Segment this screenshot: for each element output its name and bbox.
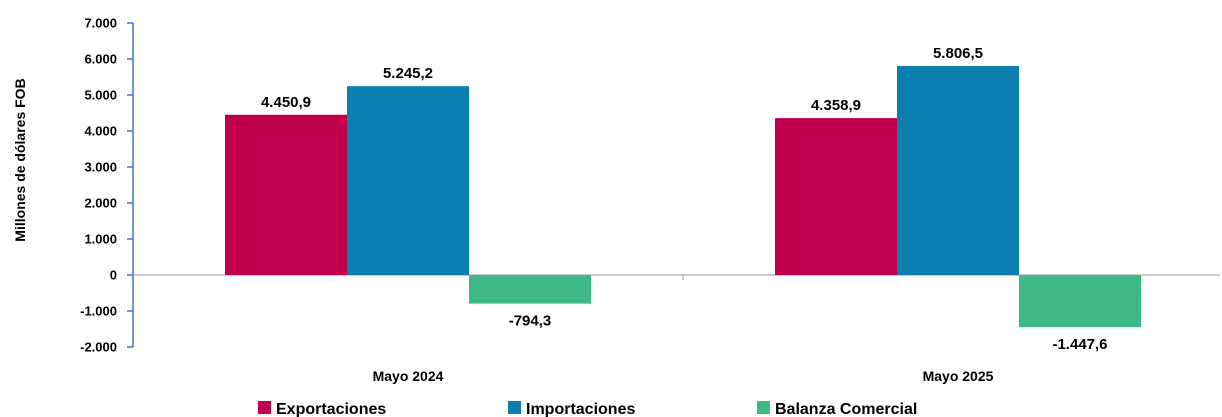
- data-label: 5.806,5: [933, 45, 983, 62]
- data-label: 4.358,9: [811, 97, 861, 114]
- y-tick-label: 7.000: [84, 16, 117, 31]
- legend-label: Importaciones: [526, 401, 635, 417]
- data-labels: 4.450,9 5.245,2 -794,3 4.358,9 5.806,5 -1.447…: [261, 45, 1108, 353]
- data-label: -794,3: [509, 313, 552, 330]
- x-category-label: Mayo 2025: [923, 368, 994, 384]
- data-label: 4.450,9: [261, 94, 311, 111]
- bar-balanza-comercial: [1019, 275, 1141, 328]
- legend-swatch: [757, 401, 770, 414]
- y-tick-label: 1.000: [84, 232, 117, 247]
- y-tick-label: 0: [110, 268, 117, 283]
- bar-exportaciones: [225, 114, 347, 275]
- y-tick-label: 5.000: [84, 88, 117, 103]
- y-tick-label: 6.000: [84, 52, 117, 67]
- bar-balanza-comercial: [469, 275, 591, 304]
- y-tick-label: 3.000: [84, 160, 117, 175]
- data-label: -1.447,6: [1052, 336, 1107, 353]
- bars: [225, 65, 1141, 328]
- legend-label: Exportaciones: [276, 401, 386, 417]
- y-tick-label: -2.000: [80, 340, 117, 355]
- y-tick-label: -1.000: [80, 304, 117, 319]
- bar-importaciones: [897, 65, 1019, 275]
- y-tick-label: 4.000: [84, 124, 117, 139]
- bar-exportaciones: [775, 118, 897, 276]
- y-tick-label: 2.000: [84, 196, 117, 211]
- y-axis-title: Millones de dólares FOB: [12, 78, 28, 241]
- legend: Exportaciones Importaciones Balanza Comerc…: [258, 401, 917, 417]
- bar-importaciones: [347, 86, 469, 276]
- y-axis: 7.000 6.000 5.000 4.000 3.000 2.000 1.000 0 -1.0…: [80, 16, 134, 355]
- legend-label: Balanza Comercial: [775, 401, 917, 417]
- legend-swatch: [508, 401, 521, 414]
- legend-swatch: [258, 401, 271, 414]
- x-category-label: Mayo 2024: [373, 368, 444, 384]
- data-label: 5.245,2: [383, 65, 433, 82]
